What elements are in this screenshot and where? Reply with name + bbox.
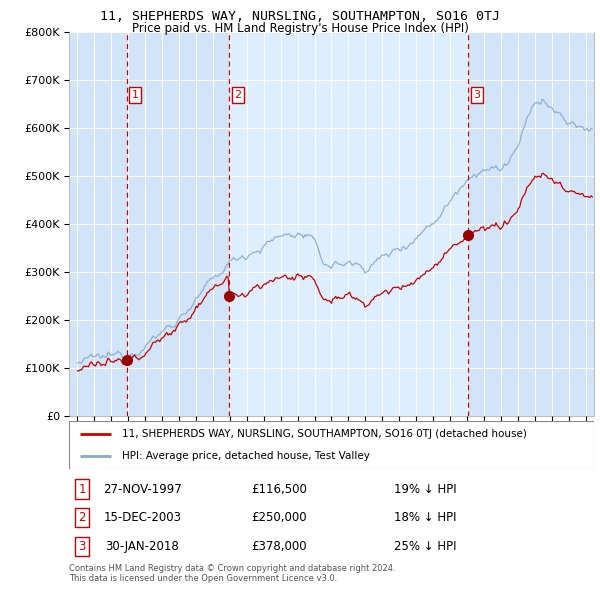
Text: 1: 1: [79, 483, 86, 496]
Bar: [69, 32, 127, 416]
Text: 3: 3: [79, 540, 86, 553]
Text: 2: 2: [79, 511, 86, 524]
Text: Contains HM Land Registry data © Crown copyright and database right 2024.
This d: Contains HM Land Registry data © Crown c…: [69, 563, 395, 583]
Bar: [469, 32, 594, 416]
Text: 25% ↓ HPI: 25% ↓ HPI: [395, 540, 457, 553]
Text: Price paid vs. HM Land Registry's House Price Index (HPI): Price paid vs. HM Land Registry's House …: [131, 22, 469, 35]
Text: 2: 2: [234, 90, 241, 100]
Text: 11, SHEPHERDS WAY, NURSLING, SOUTHAMPTON, SO16 0TJ: 11, SHEPHERDS WAY, NURSLING, SOUTHAMPTON…: [100, 10, 500, 23]
Text: 1: 1: [131, 90, 139, 100]
Text: 18% ↓ HPI: 18% ↓ HPI: [395, 511, 457, 524]
Text: 3: 3: [473, 90, 481, 100]
Text: 15-DEC-2003: 15-DEC-2003: [104, 511, 182, 524]
Text: 27-NOV-1997: 27-NOV-1997: [103, 483, 182, 496]
Text: 11, SHEPHERDS WAY, NURSLING, SOUTHAMPTON, SO16 0TJ (detached house): 11, SHEPHERDS WAY, NURSLING, SOUTHAMPTON…: [121, 429, 526, 439]
Text: 30-JAN-2018: 30-JAN-2018: [106, 540, 179, 553]
Text: 19% ↓ HPI: 19% ↓ HPI: [395, 483, 457, 496]
Bar: [127, 32, 229, 416]
Text: £250,000: £250,000: [251, 511, 307, 524]
Text: HPI: Average price, detached house, Test Valley: HPI: Average price, detached house, Test…: [121, 451, 370, 461]
Text: £378,000: £378,000: [251, 540, 307, 553]
Text: £116,500: £116,500: [251, 483, 307, 496]
